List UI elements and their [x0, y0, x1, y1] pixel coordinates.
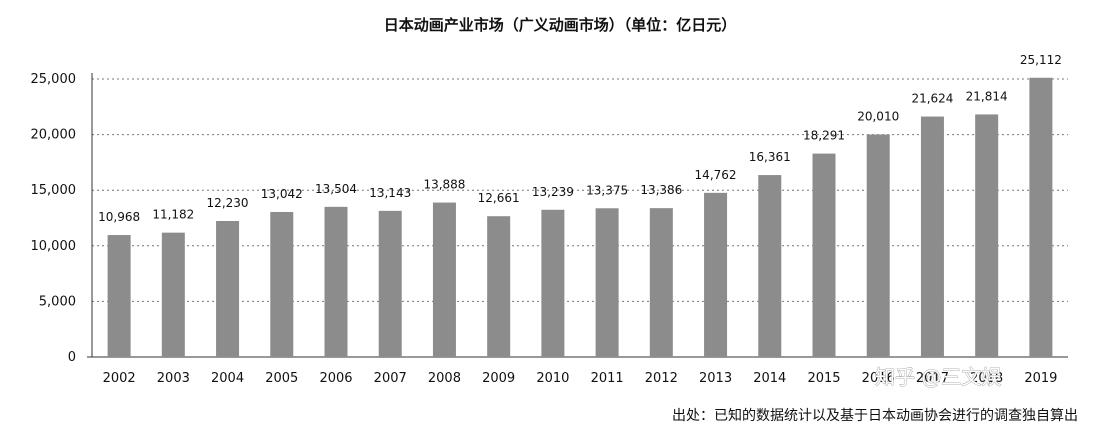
bar: [216, 221, 240, 357]
y-tick-label: 0: [68, 350, 76, 365]
x-tick-label: 2009: [482, 371, 515, 386]
data-labels: 10,968 11,182 12,230 13,042 13,504 13,143 13,8…: [98, 53, 1062, 224]
x-tick-label: 2016: [862, 371, 895, 386]
data-label: 16,361: [749, 150, 791, 164]
x-tick-label: 2006: [319, 371, 352, 386]
x-tick-label: 2015: [807, 371, 840, 386]
bar: [975, 114, 999, 358]
data-label: 14,762: [695, 168, 737, 182]
x-tick-labels: 2002 2003 2004 2005 2006 2007 2008 2009 2010 2011…: [103, 371, 1058, 386]
x-tick-label: 2003: [157, 371, 190, 386]
x-tick-label: 2017: [916, 371, 949, 386]
y-tick-label: 10,000: [31, 239, 77, 254]
bar: [107, 235, 131, 357]
bar: [432, 202, 456, 357]
bar: [1029, 77, 1053, 357]
data-label: 13,143: [369, 186, 411, 200]
x-tick-label: 2018: [970, 371, 1003, 386]
bar: [812, 153, 836, 357]
x-tick-label: 2005: [265, 371, 298, 386]
data-label: 11,182: [152, 208, 194, 222]
data-label: 20,010: [857, 109, 899, 123]
bar: [595, 208, 619, 357]
data-label: 25,112: [1020, 53, 1062, 67]
x-tick-label: 2014: [753, 371, 786, 386]
data-label: 13,375: [586, 183, 628, 197]
x-tick-label: 2008: [428, 371, 461, 386]
data-label: 13,239: [532, 185, 574, 199]
chart-title: 日本动画产业市场（广义动画市场）（单位：亿日元）: [384, 16, 737, 34]
bar: [541, 209, 565, 357]
bar: [161, 232, 185, 357]
bar: [270, 211, 294, 357]
data-label: 12,661: [478, 191, 520, 205]
source-note: 出处：已知的数据统计以及基于日本动画协会进行的调查独自算出: [672, 407, 1078, 424]
y-tick-label: 5,000: [39, 294, 76, 309]
axes: [87, 73, 1068, 358]
data-label: 18,291: [803, 129, 845, 143]
x-tick-label: 2019: [1024, 371, 1057, 386]
x-tick-label: 2012: [645, 371, 678, 386]
data-label: 21,814: [966, 89, 1008, 103]
data-label: 21,624: [911, 92, 953, 106]
data-label: 12,230: [207, 196, 249, 210]
x-tick-label: 2004: [211, 371, 244, 386]
x-tick-label: 2011: [591, 371, 624, 386]
bar: [920, 116, 944, 357]
data-label: 13,504: [315, 182, 357, 196]
bar: [866, 134, 890, 357]
bar: [324, 206, 348, 357]
x-tick-label: 2010: [536, 371, 569, 386]
data-label: 13,888: [423, 178, 465, 192]
bar: [378, 210, 402, 357]
data-label: 10,968: [98, 210, 140, 224]
x-tick-label: 2007: [374, 371, 407, 386]
y-tick-label: 25,000: [31, 72, 77, 87]
y-tick-label: 20,000: [31, 128, 77, 143]
y-tick-label: 15,000: [31, 183, 77, 198]
data-label: 13,386: [640, 183, 682, 197]
data-label: 13,042: [261, 187, 303, 201]
x-tick-label: 2013: [699, 371, 732, 386]
bars: [107, 77, 1053, 358]
bar: [758, 175, 782, 357]
bar: [487, 216, 511, 357]
x-tick-label: 2002: [103, 371, 136, 386]
y-tick-labels: 0 5,000 10,000 15,000 20,000 25,000: [31, 72, 77, 365]
watermark: 知乎 @三文娱: [875, 365, 1001, 389]
bar: [704, 192, 728, 357]
bar: [649, 208, 673, 357]
